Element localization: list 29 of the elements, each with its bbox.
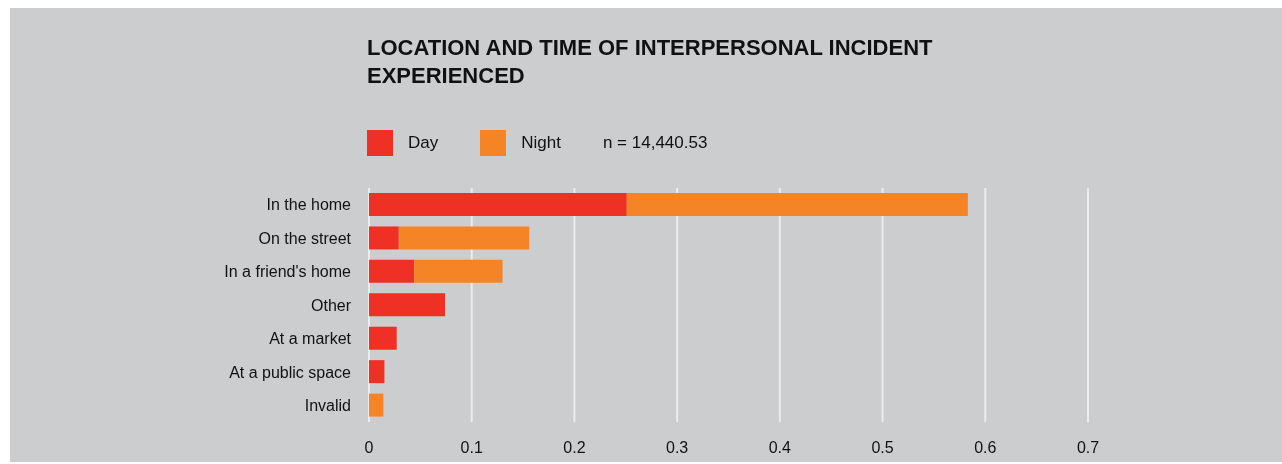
x-tick-label: 0.4 (768, 439, 792, 457)
legend-label: Day (408, 133, 439, 153)
bar (414, 259, 503, 283)
x-tick-label: 0.6 (974, 439, 997, 457)
x-tick-label: 0.3 (666, 439, 689, 457)
x-tick-label: 0.2 (563, 439, 586, 457)
bar (398, 226, 530, 250)
y-tick-label: On the street (258, 229, 352, 247)
text: n = 14,440.53 (602, 133, 708, 153)
bar (369, 259, 415, 283)
x-tick-label: 0.5 (871, 439, 894, 457)
y-tick-label: In a friend's home (224, 263, 352, 281)
x-tick-label: 0 (364, 439, 374, 457)
x-tick-label: 0.7 (1076, 439, 1100, 457)
y-tick-label: Invalid (304, 396, 351, 414)
bar (369, 360, 385, 384)
bar (369, 293, 446, 317)
bar (626, 193, 968, 217)
y-tick-label: In the home (266, 196, 352, 214)
bar (369, 326, 397, 350)
bar (369, 193, 627, 217)
legend-label: Night (521, 133, 561, 153)
bar (369, 393, 384, 417)
y-tick-label: At a market (269, 330, 352, 348)
x-tick-label: 0.1 (460, 439, 483, 457)
y-tick-label: At a public space (229, 363, 352, 381)
chart-title: LOCATION AND TIME OF INTERPERSONAL INCIDENT EXPERIENCED (367, 34, 934, 90)
bar (369, 226, 399, 250)
y-tick-label: Other (310, 296, 352, 314)
